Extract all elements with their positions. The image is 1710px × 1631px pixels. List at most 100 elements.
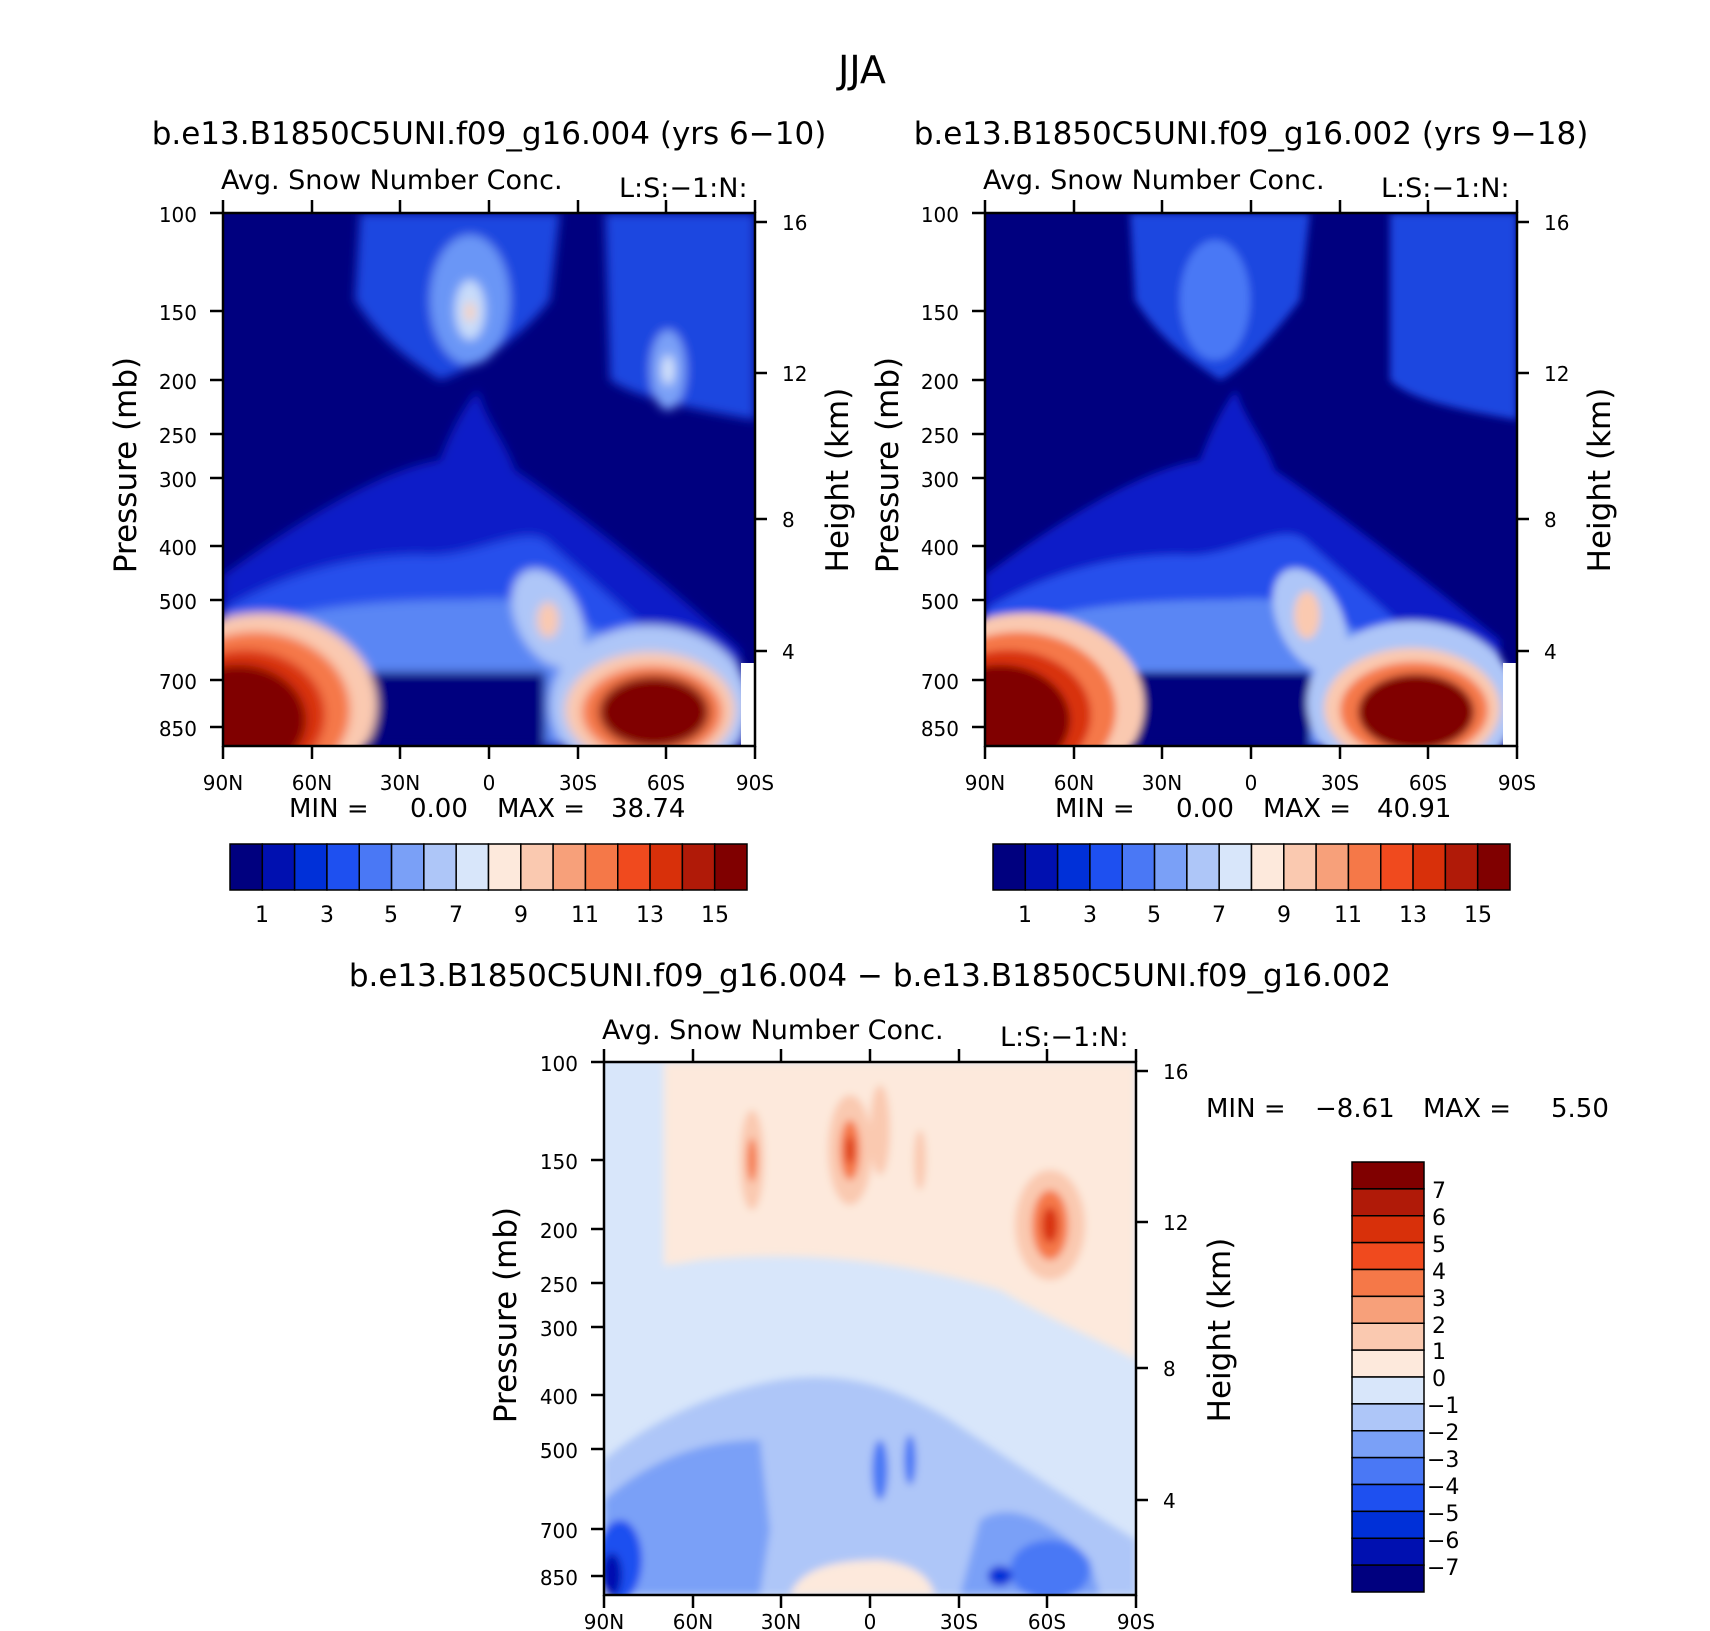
- colorbar-cell: [1351, 1483, 1425, 1513]
- svg-text:40.91: 40.91: [1377, 794, 1451, 824]
- colorbar-cell: [1444, 843, 1479, 891]
- colorbar-cell: [1351, 1430, 1425, 1459]
- svg-text:0.00: 0.00: [410, 794, 468, 824]
- svg-text:700: 700: [540, 1519, 578, 1543]
- svg-text:30N: 30N: [380, 771, 420, 795]
- panel-3-corner-label: L:S:−1:N:: [1000, 1022, 1129, 1053]
- svg-text:13: 13: [636, 903, 664, 928]
- svg-text:16: 16: [1163, 1060, 1188, 1084]
- panel-1-missing-data: [741, 663, 755, 746]
- svg-text:150: 150: [921, 301, 959, 325]
- colorbar-cell: [326, 843, 360, 891]
- svg-text:16: 16: [1544, 211, 1569, 235]
- panel-3-right-axis: 16 12 8 4: [1136, 1060, 1188, 1513]
- colorbar-cell: [1412, 843, 1447, 891]
- panel-1-x-axis: 90N 60N 30N 0 30S 60S 90S: [203, 200, 774, 795]
- panel-2-x-axis: 90N 60N 30N 0 30S 60S 90S: [965, 200, 1536, 795]
- panel-2-corner-label: L:S:−1:N:: [1381, 173, 1510, 204]
- panel-3-case-title: b.e13.B1850C5UNI.f09_g16.004 − b.e13.B18…: [349, 958, 1391, 994]
- panel-1-case-title: b.e13.B1850C5UNI.f09_g16.004 (yrs 6−10): [152, 116, 827, 152]
- panel-1-corner-label: L:S:−1:N:: [619, 173, 748, 204]
- panel-3: b.e13.B1850C5UNI.f09_g16.004 − b.e13.B18…: [349, 958, 1609, 1631]
- svg-text:12: 12: [782, 362, 807, 386]
- panel-1-upper-layer-sh: [605, 213, 755, 420]
- svg-text:38.74: 38.74: [611, 794, 685, 824]
- svg-text:MAX =: MAX =: [1263, 794, 1351, 824]
- colorbar-cell: [1351, 1376, 1425, 1405]
- svg-text:300: 300: [159, 468, 197, 492]
- svg-text:−1: −1: [1427, 1394, 1459, 1419]
- svg-text:700: 700: [159, 670, 197, 694]
- panel-2-y2-label: Height (km): [1582, 388, 1618, 573]
- svg-text:850: 850: [921, 717, 959, 741]
- svg-text:15: 15: [701, 903, 729, 928]
- svg-text:100: 100: [540, 1052, 578, 1076]
- colorbar-cell: [1351, 1537, 1425, 1566]
- svg-text:250: 250: [159, 424, 197, 448]
- svg-text:100: 100: [921, 203, 959, 227]
- colorbar-cell: [1351, 1456, 1425, 1486]
- panel-2: b.e13.B1850C5UNI.f09_g16.002 (yrs 9−18) …: [870, 116, 1618, 928]
- panel-3-left-axis: 100 150 200 250 300 400 500 700 850: [540, 1052, 604, 1590]
- svg-text:300: 300: [540, 1317, 578, 1341]
- svg-text:300: 300: [921, 468, 959, 492]
- svg-text:30S: 30S: [559, 771, 597, 795]
- colorbar-cell: [1351, 1188, 1425, 1217]
- svg-text:0: 0: [1432, 1367, 1446, 1392]
- panel-1-right-axis: 16 12 8 4: [755, 211, 807, 664]
- svg-text:5.50: 5.50: [1551, 1094, 1609, 1124]
- svg-text:0: 0: [1245, 771, 1258, 795]
- colorbar-cell: [1315, 843, 1350, 891]
- svg-text:−2: −2: [1427, 1421, 1459, 1446]
- svg-text:−3: −3: [1427, 1448, 1459, 1473]
- colorbar-cell: [423, 843, 457, 891]
- svg-text:2: 2: [1432, 1314, 1446, 1339]
- colorbar-cell: [1283, 843, 1317, 891]
- panel-2-left-axis: 100 150 200 250 300 400 500 700 850: [921, 203, 985, 741]
- svg-text:400: 400: [159, 536, 197, 560]
- svg-text:−4: −4: [1427, 1475, 1459, 1500]
- svg-text:1: 1: [255, 903, 269, 928]
- colorbar-cell: [229, 843, 264, 891]
- svg-text:90S: 90S: [1498, 771, 1536, 795]
- colorbar-cell: [1024, 843, 1059, 891]
- svg-text:15: 15: [1464, 903, 1492, 928]
- colorbar-cell: [1121, 843, 1156, 891]
- svg-text:9: 9: [514, 903, 528, 928]
- colorbar-cell: [1351, 1161, 1425, 1190]
- panel-3-plot-area: [604, 1062, 1136, 1595]
- panel-2-var-title: Avg. Snow Number Conc.: [983, 165, 1325, 196]
- svg-text:90S: 90S: [1117, 1610, 1155, 1631]
- colorbar-cell: [1351, 1241, 1425, 1271]
- svg-text:13: 13: [1399, 903, 1427, 928]
- panel-2-plot-area: [985, 213, 1517, 746]
- colorbar-cell: [1351, 1510, 1425, 1539]
- panel-2-colorbar: 1 3 5 7 9 11 13 15: [992, 843, 1511, 928]
- colorbar-cell: [487, 843, 522, 891]
- svg-text:7: 7: [1432, 1179, 1446, 1204]
- svg-text:MIN =: MIN =: [1055, 794, 1135, 824]
- colorbar-cell: [649, 843, 684, 891]
- svg-text:−8.61: −8.61: [1315, 1094, 1395, 1124]
- svg-text:400: 400: [540, 1385, 578, 1409]
- svg-text:4: 4: [1163, 1489, 1176, 1513]
- svg-text:16: 16: [782, 211, 807, 235]
- panel-3-y2-label: Height (km): [1202, 1238, 1238, 1423]
- panel-1-low-level-gap: [355, 672, 545, 746]
- svg-text:150: 150: [159, 301, 197, 325]
- panel-3-y-label: Pressure (mb): [488, 1207, 524, 1423]
- colorbar-cell: [1351, 1564, 1425, 1593]
- colorbar-cell: [1476, 843, 1511, 891]
- colorbar-cell: [681, 843, 716, 891]
- colorbar-cell: [1351, 1322, 1425, 1351]
- colorbar-cell: [1351, 1403, 1425, 1432]
- panel-1-colorbar: 1 3 5 7 9 11 13 15: [229, 843, 748, 928]
- svg-text:3: 3: [1432, 1287, 1446, 1312]
- colorbar-cell: [1153, 843, 1188, 891]
- colorbar-cell: [455, 843, 490, 891]
- svg-text:0: 0: [864, 1610, 877, 1631]
- svg-text:850: 850: [540, 1566, 578, 1590]
- svg-text:250: 250: [540, 1273, 578, 1297]
- panel-1-plot-area: [223, 213, 755, 746]
- colorbar-cell: [390, 843, 425, 891]
